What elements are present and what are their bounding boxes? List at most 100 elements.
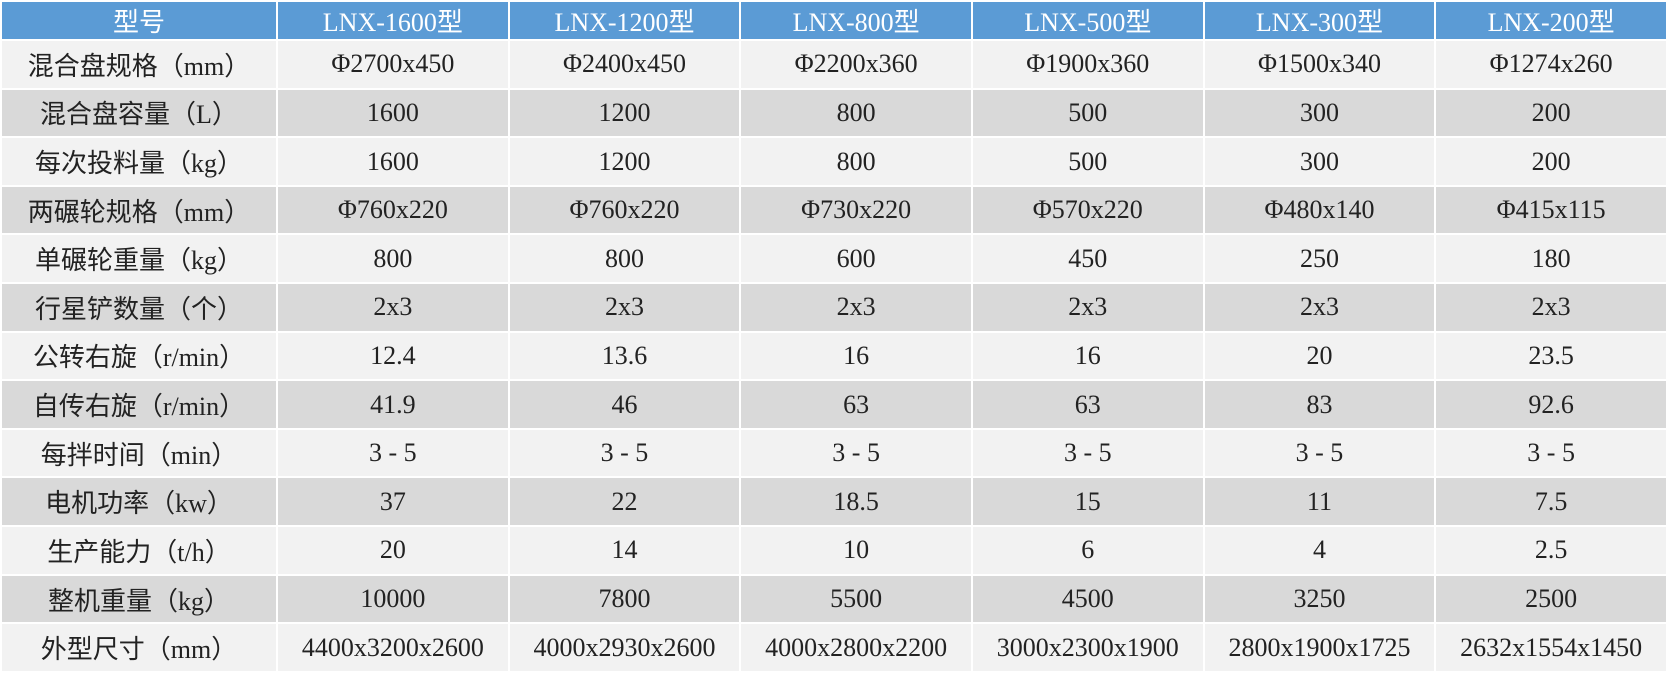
table-cell: 3250 [1202,573,1437,625]
table-row: 公转右旋（r/min） 12.4 13.6 16 16 20 23.5 [0,330,1668,382]
table-cell: 11 [1202,476,1437,528]
table-cell: 2x3 [1434,282,1668,333]
table-cell: Φ570x220 [970,184,1205,236]
table-cell: 4 [1202,525,1437,576]
table-cell: 300 [1202,136,1437,187]
table-cell: 4000x2930x2600 [507,622,742,673]
row-label: 两碾轮规格（mm） [0,184,278,236]
table-cell: 1600 [276,136,510,187]
row-label: 生产能力（t/h） [0,525,278,576]
table-cell: Φ1274x260 [1434,39,1668,90]
table-cell: 22 [507,476,742,528]
table-cell: 600 [739,233,973,285]
table-cell: 15 [970,476,1205,528]
table-cell: 37 [276,476,510,528]
table-cell: 3 - 5 [507,427,742,479]
table-cell: 10000 [276,573,510,625]
table-cell: 6 [970,525,1205,576]
table-cell: 16 [739,330,973,382]
table-row: 两碾轮规格（mm） Φ760x220 Φ760x220 Φ730x220 Φ570x22… [0,184,1668,236]
table-cell: 63 [739,379,973,430]
table-cell: 1200 [507,136,742,187]
table-cell: 2x3 [970,282,1205,333]
table-cell: 20 [1202,330,1437,382]
table-cell: Φ415x115 [1434,184,1668,236]
table-cell: Φ2700x450 [276,39,510,90]
table-cell: 18.5 [739,476,973,528]
table-cell: Φ480x140 [1202,184,1437,236]
table-row: 行星铲数量（个） 2x3 2x3 2x3 2x3 2x3 2x3 [0,282,1668,333]
table-cell: 3 - 5 [1202,427,1437,479]
table-cell: 2632x1554x1450 [1434,622,1668,673]
row-label: 电机功率（kw） [0,476,278,528]
table-cell: 3 - 5 [739,427,973,479]
table-cell: 2500 [1434,573,1668,625]
header-cell: LNX-1600型 [276,0,510,41]
table-cell: 3000x2300x1900 [970,622,1205,673]
table-cell: 3 - 5 [276,427,510,479]
table-cell: 2x3 [739,282,973,333]
table-cell: 1200 [507,87,742,139]
table-cell: 2x3 [276,282,510,333]
table-cell: Φ1500x340 [1202,39,1437,90]
table-cell: 2x3 [507,282,742,333]
table-cell: 2x3 [1202,282,1437,333]
table-cell: 200 [1434,136,1668,187]
table-cell: 14 [507,525,742,576]
row-label: 每次投料量（kg） [0,136,278,187]
table-cell: 2.5 [1434,525,1668,576]
table-row: 整机重量（kg） 10000 7800 5500 4500 3250 2500 [0,573,1668,625]
table-cell: 63 [970,379,1205,430]
table-cell: 4500 [970,573,1205,625]
row-label: 行星铲数量（个） [0,282,278,333]
table-cell: 1600 [276,87,510,139]
row-label: 单碾轮重量（kg） [0,233,278,285]
table-cell: 13.6 [507,330,742,382]
table-cell: 20 [276,525,510,576]
table-cell: 300 [1202,87,1437,139]
row-label: 每拌时间（min） [0,427,278,479]
table-row: 外型尺寸（mm） 4400x3200x2600 4000x2930x2600 4000… [0,622,1668,673]
header-cell: LNX-1200型 [507,0,742,41]
table-cell: 4400x3200x2600 [276,622,510,673]
table-cell: 800 [507,233,742,285]
row-label: 混合盘容量（L） [0,87,278,139]
table-row: 混合盘规格（mm） Φ2700x450 Φ2400x450 Φ2200x360 Φ190… [0,39,1668,90]
header-cell: LNX-300型 [1202,0,1437,41]
table-cell: 16 [970,330,1205,382]
table-cell: Φ760x220 [276,184,510,236]
row-label: 整机重量（kg） [0,573,278,625]
row-label: 公转右旋（r/min） [0,330,278,382]
table-cell: 180 [1434,233,1668,285]
table-cell: 23.5 [1434,330,1668,382]
table-cell: Φ760x220 [507,184,742,236]
table-cell: 2800x1900x1725 [1202,622,1437,673]
table-cell: 7.5 [1434,476,1668,528]
table-cell: 500 [970,87,1205,139]
header-cell: LNX-500型 [970,0,1205,41]
header-cell: LNX-800型 [739,0,973,41]
table-cell: 800 [276,233,510,285]
table-cell: 5500 [739,573,973,625]
table-cell: 500 [970,136,1205,187]
table-cell: 92.6 [1434,379,1668,430]
table-row: 生产能力（t/h） 20 14 10 6 4 2.5 [0,525,1668,576]
table-row: 自传右旋（r/min） 41.9 46 63 63 83 92.6 [0,379,1668,430]
table-cell: 10 [739,525,973,576]
table-cell: 200 [1434,87,1668,139]
table-cell: Φ2200x360 [739,39,973,90]
row-label: 自传右旋（r/min） [0,379,278,430]
header-cell: LNX-200型 [1434,0,1668,41]
table-cell: Φ730x220 [739,184,973,236]
header-row: 型号 LNX-1600型 LNX-1200型 LNX-800型 LNX-500型 LNX-… [0,0,1668,41]
row-label: 混合盘规格（mm） [0,39,278,90]
table-row: 电机功率（kw） 37 22 18.5 15 11 7.5 [0,476,1668,528]
table-cell: 83 [1202,379,1437,430]
header-cell: 型号 [0,0,278,41]
table-cell: 250 [1202,233,1437,285]
table-cell: 450 [970,233,1205,285]
table-row: 每次投料量（kg） 1600 1200 800 500 300 200 [0,136,1668,187]
table-cell: 41.9 [276,379,510,430]
